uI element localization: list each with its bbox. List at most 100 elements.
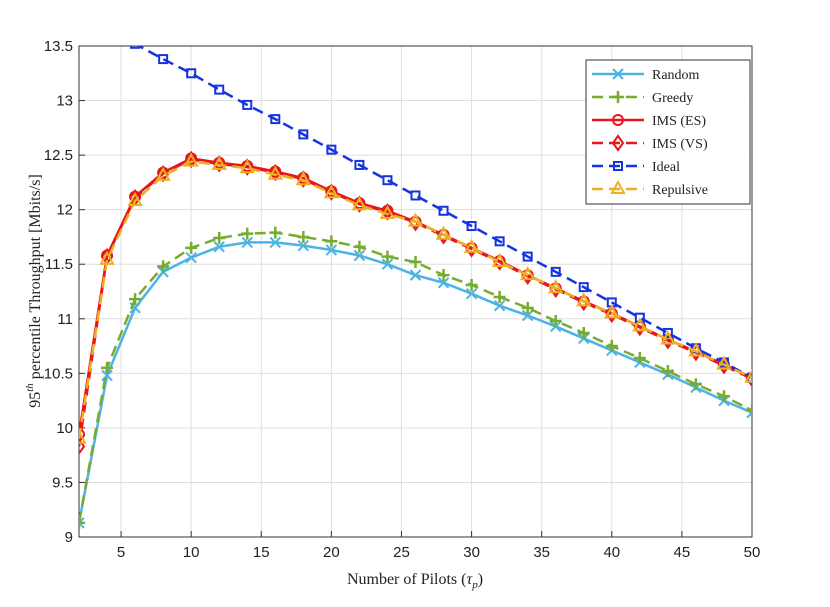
marker [548,279,564,294]
axes-box [78,45,753,538]
marker [381,250,394,263]
marker [75,0,83,6]
legend-label: IMS (ES) [652,114,706,129]
marker [323,184,340,199]
marker [267,165,283,180]
marker [158,54,169,65]
marker [298,129,309,140]
y-tick-label: 10.5 [44,365,73,382]
marker [130,46,141,49]
marker [493,290,506,303]
marker [612,91,624,103]
marker [326,144,337,155]
marker [612,114,624,126]
y-tick-label: 9 [65,529,73,546]
marker [435,225,452,240]
x-label-symbol: τ [466,571,473,588]
marker [351,196,368,211]
y-label-superscript: th [24,383,36,392]
marker [211,155,227,170]
series-line [79,160,752,439]
marker [241,236,253,249]
marker [491,252,508,268]
marker [79,437,86,456]
x-tick-label: 5 [117,544,125,561]
marker [466,221,477,232]
y-tick-label: 13 [56,93,73,110]
marker [101,361,114,374]
marker [611,134,625,152]
marker [522,251,533,262]
x-tick-label: 30 [463,544,480,561]
y-tick-label: 11 [57,311,73,328]
marker [688,342,704,357]
marker [270,114,281,125]
marker [578,282,589,293]
marker [409,256,422,269]
marker [183,152,199,167]
marker [239,159,255,174]
marker [185,241,198,254]
marker [101,369,113,382]
marker [549,314,562,327]
marker [661,365,674,378]
marker [186,68,197,79]
x-tick-label: 45 [674,544,691,561]
marker [613,161,623,171]
x-axis-label: Number of Pilots (τp) [347,571,483,591]
x-tick-label: 40 [603,544,620,561]
y-tick-label: 10 [56,420,73,437]
marker [716,355,732,370]
marker [494,236,505,247]
marker [407,212,424,227]
marker [99,250,115,265]
marker [79,517,85,529]
x-tick-label: 35 [533,544,550,561]
plot-series [75,0,752,529]
marker [79,429,87,444]
marker [297,239,310,252]
marker [437,269,450,282]
marker [660,330,676,345]
marker [214,84,225,95]
y-tick-label: 11.5 [45,256,73,273]
marker [127,191,143,206]
marker [295,171,312,186]
marker [493,299,506,312]
legend-label: Ideal [652,160,680,175]
marker [157,260,170,273]
marker [129,293,142,306]
marker [155,166,171,181]
marker [717,390,730,403]
y-axis-label: 95th percentile Throughput [Mbits/s] [24,174,44,408]
marker [410,190,421,201]
marker [746,404,752,417]
x-label-subscript: p [471,579,478,591]
marker [79,516,85,529]
marker [521,301,534,314]
x-label-text: Number of Pilots ( [347,571,467,588]
marker [519,266,536,281]
marker [103,20,111,28]
marker [353,195,366,213]
marker [662,327,673,338]
marker [409,269,422,281]
marker [213,241,225,253]
x-tick-label: 10 [183,544,200,561]
y-tick-label: 12.5 [44,147,73,164]
marker [297,170,310,188]
marker [632,317,648,332]
marker [242,99,253,110]
legend-label: IMS (VS) [652,137,708,152]
marker [353,249,366,262]
marker [353,240,366,253]
marker [354,159,365,170]
marker [269,236,281,249]
marker [241,158,254,176]
marker [381,258,394,270]
x-tick-label: 50 [744,544,761,561]
marker [213,232,226,245]
marker [610,179,626,194]
marker [521,309,534,322]
